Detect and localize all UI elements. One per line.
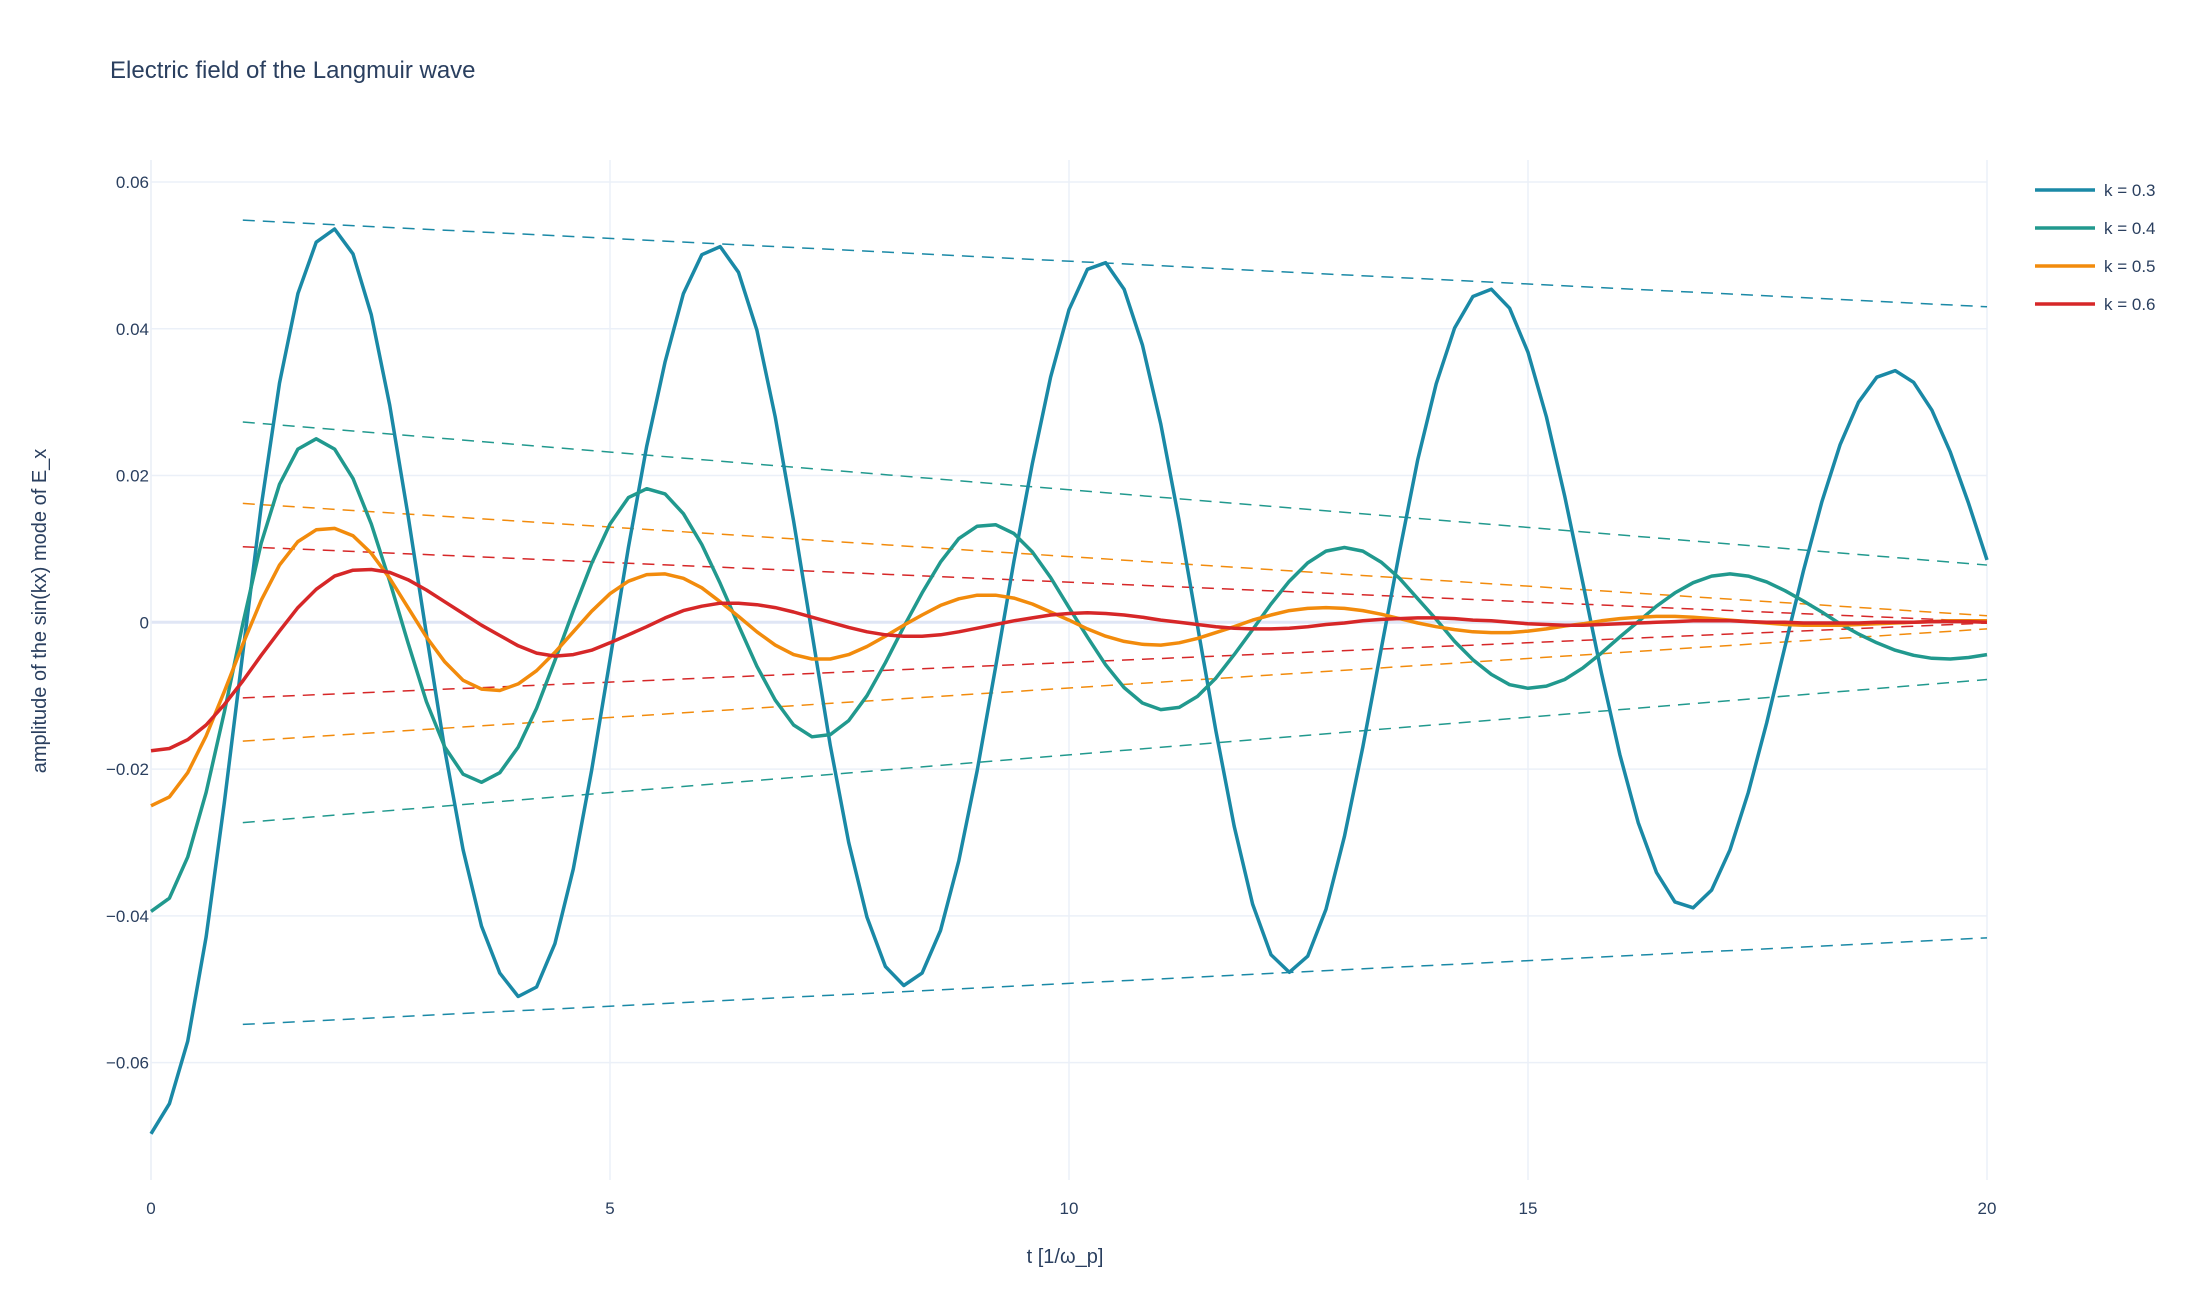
y-tick-label: −0.04 <box>106 907 149 926</box>
envelope-lower-line <box>242 622 1988 699</box>
legend[interactable]: k = 0.3 k = 0.4 k = 0.5 k = 0.6 <box>2035 181 2156 314</box>
x-axis-label: t [1/ω_p] <box>1027 1246 1104 1268</box>
envelopes <box>242 219 1988 1026</box>
x-tick-label: 20 <box>1978 1199 1997 1218</box>
y-tick-label: −0.06 <box>106 1054 149 1073</box>
legend-item[interactable]: k = 0.5 <box>2035 257 2156 276</box>
x-tick-label: 10 <box>1060 1199 1079 1218</box>
tick-labels: 0 5 10 15 20 −0.06 −0.04 −0.02 0 0.02 0.04 0.06 <box>106 173 1996 1218</box>
y-tick-label: 0.02 <box>116 467 149 486</box>
legend-label: k = 0.6 <box>2104 295 2156 314</box>
series-line-k-0-3 <box>149 227 1989 1135</box>
chart-title: Electric field of the Langmuir wave <box>110 57 476 84</box>
legend-item[interactable]: k = 0.4 <box>2035 219 2156 238</box>
envelope-upper-line <box>242 502 1988 617</box>
envelope-lower-line <box>242 937 1988 1026</box>
legend-item[interactable]: k = 0.6 <box>2035 295 2156 314</box>
legend-label: k = 0.3 <box>2104 181 2156 200</box>
envelope-upper-line <box>242 545 1988 623</box>
y-tick-label: 0 <box>140 613 149 632</box>
y-tick-label: 0.04 <box>116 320 149 339</box>
series-line-k-0-6 <box>150 567 1988 753</box>
x-tick-label: 0 <box>146 1199 155 1218</box>
series-line-k-0-5 <box>150 526 1987 808</box>
y-tick-label: −0.02 <box>106 760 149 779</box>
x-tick-label: 5 <box>605 1199 614 1218</box>
series-lines <box>149 227 1989 1135</box>
envelope-lower-line <box>242 628 1988 742</box>
y-axis-label: amplitude of the sin(kx) mode of E_x <box>29 449 51 774</box>
legend-label: k = 0.4 <box>2104 219 2156 238</box>
x-tick-label: 15 <box>1519 1199 1538 1218</box>
envelope-upper-line <box>242 219 1988 308</box>
legend-label: k = 0.5 <box>2104 257 2156 276</box>
series-line-k-0-4 <box>149 437 1988 913</box>
legend-item[interactable]: k = 0.3 <box>2035 181 2156 200</box>
y-tick-label: 0.06 <box>116 173 149 192</box>
envelope-upper-line <box>242 421 1988 566</box>
envelope-lower-line <box>242 678 1988 824</box>
